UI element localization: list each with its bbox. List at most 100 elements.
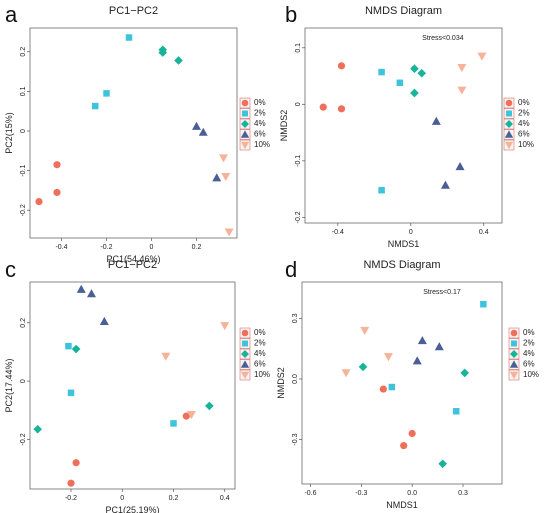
chart-panel-3: PC1−PC2 -0.2 0 0.2 0.4 -0.2 0 0.2 PC1(25.19%) PC2… [4, 259, 270, 513]
x-tick-label: 0 [150, 244, 154, 251]
data-point [438, 459, 447, 469]
data-point [158, 48, 168, 57]
chart-panel-1: PC1−PC2 -0.4 -0.2 0 0.2 -0.2 -0.1 0 0.1 0.2 PC1(54… [4, 5, 270, 264]
data-point [341, 369, 351, 378]
legend-marker [509, 360, 519, 368]
legend-label: 4% [523, 349, 535, 358]
legend-label: 4% [254, 119, 266, 128]
data-point [455, 161, 465, 171]
x-tick-label: 0.4 [220, 495, 230, 502]
x-axis-label: PC1(54.46%) [106, 254, 160, 264]
y-tick-label: 0.2 [20, 318, 27, 328]
panels: PC1−PC2 -0.4 -0.2 0 0.2 -0.2 -0.1 0 0.1 0.2 PC1(54… [4, 5, 539, 513]
x-tick-label: 0 [409, 229, 413, 236]
x-axis-label: PC1(25.19%) [105, 505, 159, 513]
y-tick-label: 0 [20, 129, 27, 133]
data-point [400, 442, 408, 450]
data-point [186, 411, 196, 420]
data-point [170, 420, 177, 427]
data-point [182, 412, 190, 420]
data-point [192, 121, 201, 130]
x-tick-label: -0.2 [100, 244, 112, 251]
legend-marker [509, 371, 519, 380]
legend-marker [510, 350, 518, 358]
legend-label: 0% [254, 328, 266, 337]
data-point [378, 68, 385, 76]
data-point [65, 342, 72, 350]
legend-label: 0% [254, 98, 266, 107]
y-tick-label: 0.1 [20, 86, 27, 96]
y-tick-label: -0.3 [292, 433, 299, 445]
x-tick-label: -0.4 [332, 229, 344, 236]
chart-title: NMDS Diagram [365, 5, 442, 17]
legend-marker [505, 99, 513, 107]
legend-marker [505, 120, 513, 128]
data-point [457, 63, 467, 73]
data-point [383, 353, 393, 362]
legend-marker [240, 360, 250, 368]
data-point [72, 459, 80, 467]
legend-label: 10% [254, 370, 270, 379]
legend: 0% 2%4% 6%10% [239, 97, 270, 151]
legend-marker [511, 340, 517, 347]
legend-label: 2% [518, 109, 530, 118]
data-point [388, 383, 396, 391]
legend-marker [242, 340, 248, 347]
panel-label-a: a [5, 2, 18, 27]
data-point [408, 429, 416, 438]
data-point [412, 356, 422, 365]
data-point [125, 34, 133, 41]
data-point [53, 161, 61, 169]
legend-marker [510, 329, 518, 337]
y-tick-label: 0 [295, 102, 302, 106]
x-tick-label: -0.2 [65, 495, 77, 502]
legend-label: 2% [523, 339, 535, 348]
x-tick-label: 0.2 [169, 495, 179, 502]
panel-label-c: c [5, 257, 16, 282]
legend-marker [506, 110, 512, 117]
chart-title: PC1−PC2 [108, 259, 157, 271]
data-point [410, 64, 419, 74]
data-point [477, 52, 487, 61]
legend-marker [240, 130, 250, 138]
data-point [33, 424, 43, 434]
data-point [205, 401, 214, 411]
y-tick-label: -0.2 [20, 433, 27, 445]
data-point [103, 90, 110, 97]
stress-annotation: Stress<0.17 [423, 289, 461, 296]
y-tick-label: 0.0 [292, 374, 299, 384]
chart-panel-2: NMDS Diagram -0.4 0 0.4 -0.2 -0.1 0 0.1 NMDS1 NMD… [279, 5, 534, 249]
data-point [417, 68, 427, 78]
legend-label: 6% [518, 130, 530, 139]
legend-label: 4% [254, 349, 266, 358]
data-point [379, 385, 387, 393]
legend-marker [241, 329, 249, 337]
y-tick-label: 0 [20, 379, 27, 383]
y-tick-label: 0.3 [292, 313, 299, 323]
data-point [87, 289, 96, 298]
legend-label: 0% [523, 328, 535, 337]
y-axis-label: PC2(15%) [4, 112, 14, 154]
legend-label: 6% [523, 360, 535, 369]
legend-label: 10% [518, 140, 534, 149]
legend-label: 10% [254, 140, 270, 149]
legend-label: 10% [523, 370, 539, 379]
data-point [67, 389, 75, 397]
data-point [410, 88, 419, 98]
data-point [221, 172, 231, 182]
y-tick-label: -0.1 [20, 165, 27, 177]
x-tick-label: -0.4 [55, 244, 67, 251]
data-point [337, 105, 346, 113]
legend-marker [241, 350, 249, 358]
x-tick-label: 0.2 [192, 244, 202, 251]
data-point [92, 102, 99, 110]
legend-marker [240, 371, 250, 380]
data-point [480, 300, 487, 308]
y-tick-label: -0.2 [20, 204, 27, 216]
data-point [360, 326, 370, 335]
data-point [99, 316, 109, 325]
data-point [212, 173, 222, 182]
legend-marker [504, 141, 514, 150]
data-point [319, 103, 327, 111]
